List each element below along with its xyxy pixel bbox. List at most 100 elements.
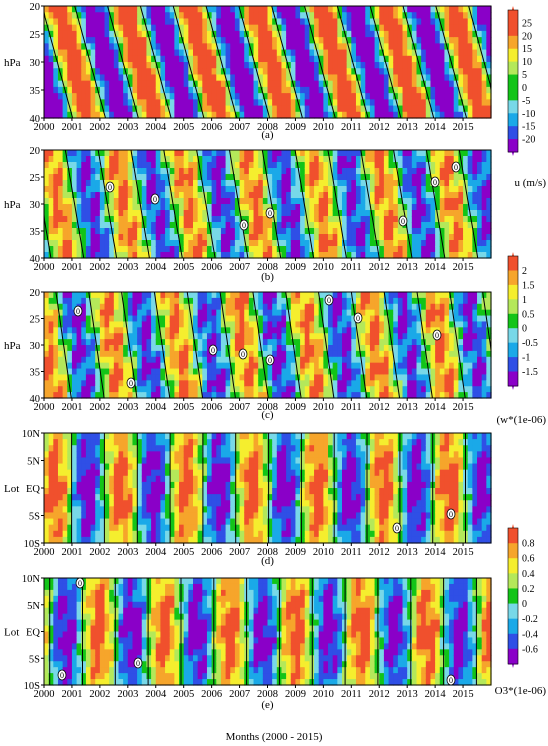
heatmap-cell	[421, 246, 427, 253]
heatmap-cell	[295, 49, 301, 57]
heatmap-cell	[276, 18, 283, 26]
heatmap-cell	[109, 368, 115, 376]
heatmap-cell	[304, 315, 311, 323]
heatmap-cell	[402, 246, 408, 253]
heatmap-cell	[323, 49, 329, 57]
heatmap-cell	[314, 6, 320, 13]
heatmap-cell	[206, 362, 213, 370]
heatmap-cell	[44, 105, 50, 113]
heatmap-cell	[141, 380, 148, 387]
heatmap-cell	[211, 68, 217, 76]
heatmap-cell	[444, 18, 450, 26]
heatmap-cell	[165, 174, 171, 181]
heatmap-cell	[206, 62, 213, 69]
heatmap-cell	[230, 362, 236, 370]
heatmap-cell	[309, 180, 315, 187]
heatmap-cell	[216, 392, 222, 399]
heatmap-cell	[411, 62, 418, 69]
heatmap-cell	[220, 303, 227, 311]
heatmap-cell	[165, 297, 171, 305]
heatmap-cell	[402, 49, 408, 57]
heatmap-cell	[169, 174, 175, 181]
heatmap-cell	[146, 37, 152, 44]
heatmap-cell	[369, 362, 376, 370]
heatmap-cell	[286, 68, 292, 76]
heatmap-cell	[118, 162, 124, 169]
heatmap-cell	[328, 43, 334, 51]
heatmap-cell	[486, 162, 492, 169]
heatmap-cell	[95, 303, 101, 311]
heatmap-cell	[407, 327, 413, 334]
heatmap-cell	[53, 216, 59, 223]
heatmap-cell	[425, 192, 432, 199]
heatmap-cell	[314, 198, 320, 205]
heatmap-cell	[57, 62, 64, 69]
heatmap-cell	[141, 204, 148, 211]
heatmap-cell	[407, 339, 413, 346]
heatmap-cell	[253, 68, 259, 76]
heatmap-cell	[95, 186, 101, 193]
heatmap-cell	[360, 99, 366, 107]
heatmap-cell	[48, 186, 54, 193]
heatmap-cell	[202, 204, 208, 211]
heatmap-cell	[62, 321, 68, 328]
heatmap-cell	[337, 37, 343, 44]
heatmap-cell	[411, 68, 418, 76]
heatmap-cell	[234, 49, 241, 57]
heatmap-cell	[188, 246, 194, 253]
heatmap-cell	[160, 105, 166, 113]
heatmap-cell	[351, 6, 357, 13]
heatmap-cell	[379, 186, 385, 193]
heatmap-cell	[360, 93, 366, 100]
heatmap-cell	[53, 156, 59, 163]
heatmap-cell	[411, 12, 418, 20]
heatmap-cell	[444, 168, 450, 175]
heatmap-cell	[481, 74, 487, 82]
heatmap-cell	[206, 252, 213, 259]
heatmap-cell	[183, 297, 189, 305]
heatmap-cell	[248, 327, 255, 334]
heatmap-cell	[453, 228, 460, 235]
heatmap-cell	[99, 368, 106, 376]
heatmap-cell	[407, 68, 413, 76]
heatmap-cell	[62, 216, 68, 223]
heatmap-cell	[202, 339, 208, 346]
heatmap-cell	[314, 315, 320, 323]
heatmap-cell	[397, 368, 404, 376]
heatmap-cell	[304, 186, 311, 193]
heatmap-cell	[309, 99, 315, 107]
heatmap-cell	[132, 362, 138, 370]
heatmap-cell	[328, 315, 334, 323]
heatmap-cell	[444, 252, 450, 259]
heatmap-cell	[425, 150, 432, 157]
heatmap-cell	[430, 49, 436, 57]
heatmap-cell	[113, 162, 120, 169]
heatmap-cell	[258, 150, 264, 157]
heatmap-cell	[179, 150, 185, 157]
heatmap-cell	[365, 228, 371, 235]
heatmap-cell	[76, 49, 82, 57]
heatmap-cell	[165, 362, 171, 370]
heatmap-cell	[314, 362, 320, 370]
heatmap-cell	[477, 204, 483, 211]
heatmap-cell	[444, 49, 450, 57]
heatmap-cell	[104, 204, 110, 211]
heatmap-cell	[467, 93, 473, 100]
heatmap-cell	[388, 240, 394, 247]
heatmap-cell	[44, 12, 50, 20]
heatmap-cell	[132, 162, 138, 169]
heatmap-cell	[332, 368, 338, 376]
heatmap-cell	[369, 228, 376, 235]
heatmap-cell	[183, 174, 189, 181]
heatmap-cell	[314, 350, 320, 358]
heatmap-cell	[216, 162, 222, 169]
heatmap-cell	[309, 111, 315, 119]
heatmap-cell	[174, 392, 180, 399]
heatmap-cell	[355, 204, 362, 211]
heatmap-cell	[211, 49, 217, 57]
heatmap-cell	[244, 228, 250, 235]
heatmap-cell	[276, 93, 283, 100]
heatmap-cell	[113, 362, 120, 370]
heatmap-cell	[458, 80, 464, 88]
heatmap-cell	[463, 80, 469, 88]
